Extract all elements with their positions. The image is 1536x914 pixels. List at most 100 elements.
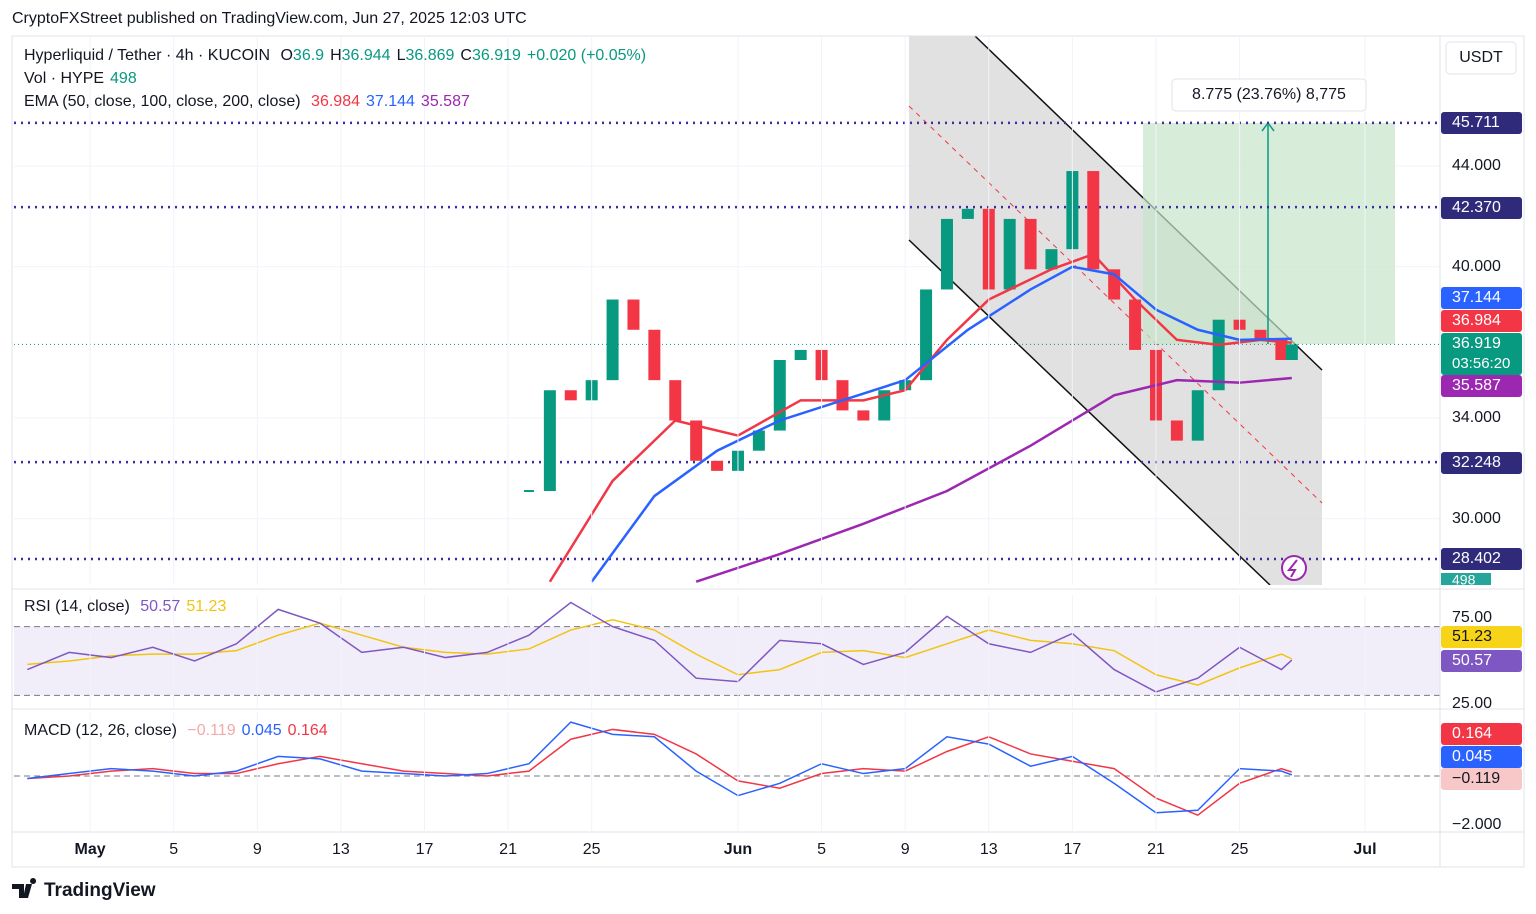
signal-badge: 0.164 [1452, 725, 1492, 742]
legend-ema: EMA (50, close, 100, close, 200, close) … [24, 93, 482, 111]
y-tick-label: 25.00 [1452, 695, 1492, 712]
ema-badge-bg [1441, 310, 1522, 332]
level-badge: 32.248 [1452, 454, 1501, 471]
candle [1191, 390, 1204, 441]
x-tick-label: 25 [583, 841, 601, 858]
candle [857, 410, 870, 421]
rsi-value: 50.57 [140, 598, 181, 615]
candle [1170, 420, 1183, 441]
y-tick-label: 40.000 [1452, 258, 1501, 275]
macd-badge: 0.045 [1452, 748, 1492, 765]
x-tick-label: 17 [1063, 841, 1081, 858]
candle [1003, 218, 1016, 290]
rsi-title: RSI (14, close) [24, 598, 130, 615]
ema-badge: 37.144 [1452, 289, 1501, 306]
measure-box [1171, 78, 1367, 112]
alert-icon [1281, 555, 1307, 581]
ohlc-key: L [396, 47, 406, 64]
level-badge: 45.711 [1452, 114, 1500, 131]
ema-value: 35.587 [420, 93, 470, 110]
candle [627, 299, 640, 330]
x-tick-label: 5 [169, 841, 178, 858]
level-badge-bg [1441, 197, 1522, 219]
ema-badge: 35.587 [1452, 377, 1501, 394]
logo [12, 878, 37, 898]
candle [543, 390, 556, 492]
y-tick-label: 75.00 [1452, 609, 1492, 626]
volume-badge: 498 [1452, 572, 1476, 588]
rsi-line [27, 601, 1293, 693]
rsi-ma-badge: 51.23 [1452, 628, 1492, 645]
price-badge: 36.919 [1452, 335, 1501, 352]
long-position [1143, 123, 1395, 344]
ohlc-value: 36.944 [341, 47, 391, 64]
macd-badge-bg [1441, 746, 1522, 768]
ema-badge-bg [1441, 287, 1522, 309]
ema-badge-bg [1441, 375, 1522, 397]
currency: USDT [1459, 49, 1503, 66]
channel-area [909, 36, 1322, 585]
ema-line [590, 265, 1292, 583]
ema-label: EMA (50, close, 100, close, 200, close) [24, 93, 301, 110]
ema-value: 36.984 [311, 93, 360, 110]
y-tick-label: 44.000 [1452, 157, 1501, 174]
candle [669, 380, 682, 421]
ema-values: 36.984 37.144 35.587 [311, 93, 476, 110]
candle [648, 329, 661, 381]
rsi-badge-bg [1441, 650, 1522, 672]
candle [794, 349, 807, 361]
macd-title: MACD (12, 26, close) [24, 722, 177, 739]
legend-rsi: RSI (14, close) 50.57 51.23 [24, 598, 232, 616]
candle [961, 208, 974, 219]
candle [606, 299, 619, 381]
ohlc-value: 36.869 [405, 47, 455, 64]
ema-value: 37.144 [365, 93, 415, 110]
candle [1285, 344, 1298, 361]
ema-badge: 36.984 [1452, 312, 1501, 329]
x-tick-label: 21 [1147, 841, 1165, 858]
candle [920, 289, 933, 381]
x-tick-label: 21 [499, 841, 517, 858]
hist-badge: −0.119 [1452, 770, 1500, 787]
candle [1254, 329, 1267, 340]
x-tick-label: 17 [416, 841, 434, 858]
ohlc-key: H [330, 47, 342, 64]
level-badge: 28.402 [1452, 550, 1501, 567]
ohlc: O36.9 H36.944 L36.869 C36.919 +0.020 (+0.05%… [280, 47, 652, 64]
candle [1212, 319, 1225, 391]
alert-bolt [1286, 559, 1298, 578]
ema-line [695, 376, 1292, 583]
signal-value: 0.164 [287, 722, 328, 739]
x-tick-label: 13 [980, 841, 998, 858]
candle [711, 460, 724, 471]
rsi-ma-badge-bg [1441, 626, 1522, 648]
change: +0.020 (+0.05%) [526, 47, 647, 64]
x-tick-label: Jul [1353, 841, 1376, 858]
ohlc-key: C [460, 47, 472, 64]
volume-badge-bg [1441, 573, 1491, 585]
level-badge-bg [1441, 112, 1522, 134]
legend-symbol: Hyperliquid / Tether · 4h · KUCOIN O36.9… [24, 47, 658, 65]
ohlc-value: 36.9 [292, 47, 325, 64]
x-tick-label: 9 [253, 841, 262, 858]
candle [940, 218, 953, 290]
legend-macd: MACD (12, 26, close) −0.119 0.045 0.164 [24, 722, 334, 740]
candle [1045, 249, 1058, 270]
x-tick-label: 25 [1231, 841, 1249, 858]
chart-frame [11, 35, 1525, 868]
y-tick-label: −2.000 [1452, 816, 1501, 833]
signal-line [27, 728, 1293, 817]
rsi-ma-line [27, 618, 1293, 686]
rsi-pane [14, 601, 1440, 696]
macd-hist-value: −0.119 [187, 722, 236, 739]
footer-brand: TradingView [44, 880, 156, 901]
ohlc-value: 36.919 [471, 47, 521, 64]
channel-lower [908, 239, 1271, 585]
x-tick-label: 9 [901, 841, 910, 858]
candle [1087, 171, 1100, 270]
signal-badge-bg [1441, 723, 1522, 745]
y-tick-label: 34.000 [1452, 409, 1501, 426]
volume-label: Vol · HYPE [24, 70, 105, 87]
